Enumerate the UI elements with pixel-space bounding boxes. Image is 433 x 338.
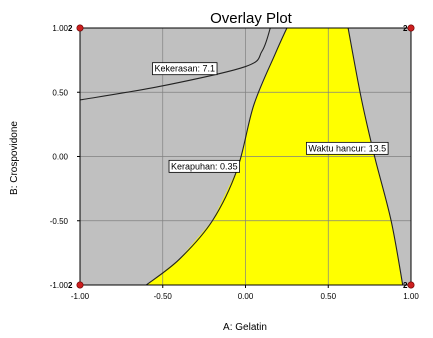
y-tick-label: 0.00 xyxy=(52,153,68,162)
design-point xyxy=(76,24,84,32)
y-tick-label: 1.00 xyxy=(52,24,68,33)
annotation-text: Kekerasan: 7.1 xyxy=(154,64,215,74)
contour-line xyxy=(347,28,404,285)
design-point-count: 2 xyxy=(403,281,408,290)
y-tick-label: 0.50 xyxy=(52,88,68,97)
design-point-count: 2 xyxy=(403,24,408,33)
design-point-count: 2 xyxy=(68,24,73,33)
design-point xyxy=(76,281,84,289)
x-tick-label: 1.00 xyxy=(403,292,419,301)
x-axis-label: A: Gelatin xyxy=(223,322,267,333)
contour-line xyxy=(80,28,271,101)
x-tick-label: -0.50 xyxy=(154,292,173,301)
contour-annotation: Kekerasan: 7.1 xyxy=(152,62,218,76)
x-tick-label: 0.50 xyxy=(320,292,336,301)
x-tick-label: -1.00 xyxy=(71,292,90,301)
annotation-text: Kerapuhan: 0.35 xyxy=(171,161,238,171)
design-point-count: 2 xyxy=(68,281,73,290)
design-point xyxy=(407,281,415,289)
y-tick-label: -0.50 xyxy=(50,217,69,226)
plot-area xyxy=(80,28,411,285)
axes: -1.00 -0.50 0.00 0.50 1.00 1.00 0.50 0.00 -0.50 -… xyxy=(50,24,420,301)
annotation-box xyxy=(152,62,218,76)
annotation-box xyxy=(305,141,389,155)
chart-title: Overlay Plot xyxy=(210,10,293,27)
x-tick-label: 0.00 xyxy=(238,292,254,301)
annotation-text: Waktu hancur: 13.5 xyxy=(308,143,386,153)
design-point xyxy=(407,24,415,32)
contour-annotation: Waktu hancur: 13.5 xyxy=(305,141,389,155)
annotation-box xyxy=(168,159,240,173)
y-axis-label: B: Crospovidone xyxy=(9,121,20,195)
contour-annotation: Kerapuhan: 0.35 xyxy=(168,159,240,173)
y-tick-label: -1.00 xyxy=(50,281,69,290)
